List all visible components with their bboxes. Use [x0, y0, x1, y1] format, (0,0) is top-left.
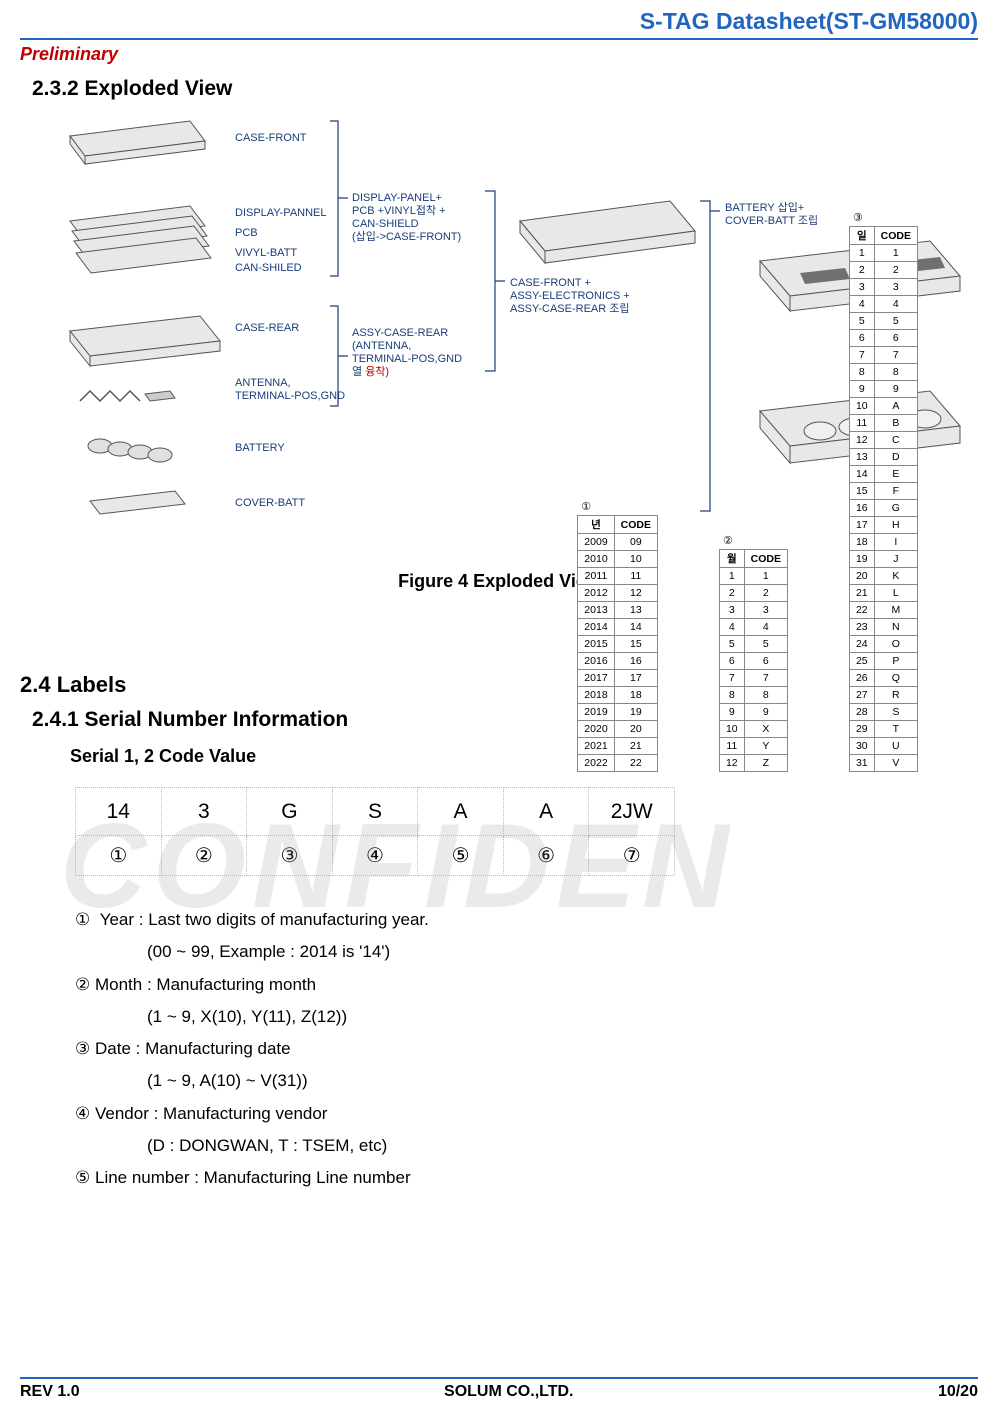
- serial-cell: ⑤: [418, 836, 504, 876]
- def-text: Vendor : Manufacturing vendor: [95, 1104, 327, 1123]
- section-24-heading: 2.4 Labels: [20, 672, 978, 698]
- serial-definitions: ① Year : Last two digits of manufacturin…: [75, 904, 978, 1195]
- def-num: ⑤: [75, 1168, 90, 1187]
- svg-text:CAN-SHIELD: CAN-SHIELD: [352, 218, 419, 230]
- svg-text:CASE-FRONT +: CASE-FRONT +: [510, 277, 591, 289]
- svg-text:CAN-SHILED: CAN-SHILED: [235, 262, 302, 274]
- serial-cell: ⑦: [589, 836, 675, 876]
- serial-cell: ⑥: [503, 836, 589, 876]
- serial-cell: A: [418, 788, 504, 836]
- svg-text:ANTENNA,: ANTENNA,: [235, 377, 291, 389]
- table-marker: ②: [719, 534, 733, 547]
- svg-text:(ANTENNA,: (ANTENNA,: [352, 340, 411, 352]
- table-marker: ①: [577, 500, 591, 513]
- svg-text:PCB: PCB: [235, 227, 258, 239]
- serial-cell: 3: [161, 788, 247, 836]
- svg-text:DISPLAY-PANEL+: DISPLAY-PANEL+: [352, 192, 442, 204]
- section-232-heading: 2.3.2 Exploded View: [32, 77, 978, 101]
- svg-text:DISPLAY-PANNEL: DISPLAY-PANNEL: [235, 207, 327, 219]
- svg-text:열 융착): 열 융착): [352, 365, 389, 378]
- footer-page: 10/20: [938, 1383, 978, 1401]
- def-sub: (1 ~ 9, X(10), Y(11), Z(12)): [147, 1001, 978, 1033]
- serial-cell: ②: [161, 836, 247, 876]
- serial-cell: S: [332, 788, 418, 836]
- serial-cell: G: [247, 788, 333, 836]
- footer-rev: REV 1.0: [20, 1383, 80, 1401]
- serial-code-table: 14 3 G S A A 2JW ① ② ③ ④ ⑤ ⑥ ⑦: [75, 787, 675, 876]
- svg-text:ASSY-CASE-REAR 조립: ASSY-CASE-REAR 조립: [510, 302, 629, 315]
- serial-cell: 2JW: [589, 788, 675, 836]
- svg-text:CASE-REAR: CASE-REAR: [235, 322, 299, 334]
- svg-text:BATTERY: BATTERY: [235, 442, 285, 454]
- figure-caption: Figure 4 Exploded View: [20, 571, 978, 592]
- month-code-table: 월CODE11223344556677889910X11Y12Z: [719, 549, 788, 772]
- serial-cell: ③: [247, 836, 333, 876]
- def-text: Date : Manufacturing date: [95, 1039, 291, 1058]
- section-241-heading: 2.4.1 Serial Number Information: [32, 708, 978, 732]
- def-num: ①: [75, 910, 90, 929]
- svg-text:TERMINAL-POS,GND: TERMINAL-POS,GND: [352, 353, 462, 365]
- def-text: Month : Manufacturing month: [95, 975, 316, 994]
- svg-text:COVER-BATT 조립: COVER-BATT 조립: [725, 214, 818, 227]
- preliminary-label: Preliminary: [20, 44, 978, 65]
- def-sub: (00 ~ 99, Example : 2014 is '14'): [147, 936, 978, 968]
- svg-text:ASSY-ELECTRONICS +: ASSY-ELECTRONICS +: [510, 290, 630, 302]
- def-sub: (1 ~ 9, A(10) ~ V(31)): [147, 1065, 978, 1097]
- serial-cell: ①: [76, 836, 162, 876]
- serial-cell: ④: [332, 836, 418, 876]
- svg-text:ASSY-CASE-REAR: ASSY-CASE-REAR: [352, 327, 448, 339]
- header-rule: [20, 38, 978, 40]
- def-text: Year : Last two digits of manufacturing …: [100, 910, 429, 929]
- table-marker: ③: [849, 211, 863, 224]
- page-footer: REV 1.0 SOLUM CO.,LTD. 10/20: [20, 1377, 978, 1401]
- footer-company: SOLUM CO.,LTD.: [444, 1383, 573, 1401]
- def-num: ③: [75, 1039, 90, 1058]
- svg-text:(삽입->CASE-FRONT): (삽입->CASE-FRONT): [352, 230, 461, 243]
- document-title: S-TAG Datasheet(ST-GM58000): [20, 8, 978, 35]
- svg-text:BATTERY 삽입+: BATTERY 삽입+: [725, 201, 804, 214]
- def-num: ②: [75, 975, 90, 994]
- date-code-table: 일CODE11223344556677889910A11B12C13D14E15…: [849, 226, 918, 772]
- svg-text:VIVYL-BATT: VIVYL-BATT: [235, 247, 297, 259]
- svg-text:PCB +VINYL접착 +: PCB +VINYL접착 +: [352, 204, 446, 217]
- def-num: ④: [75, 1104, 90, 1123]
- def-text: Line number : Manufacturing Line number: [95, 1168, 411, 1187]
- svg-text:COVER-BATT: COVER-BATT: [235, 497, 305, 509]
- year-code-table: 년CODE20090920101020111120121220131320141…: [577, 515, 658, 772]
- serial-cell: 14: [76, 788, 162, 836]
- svg-text:TERMINAL-POS,GND: TERMINAL-POS,GND: [235, 390, 345, 402]
- footer-rule: [20, 1377, 978, 1379]
- def-sub: (D : DONGWAN, T : TSEM, etc): [147, 1130, 978, 1162]
- serial-code-subheading: Serial 1, 2 Code Value: [70, 746, 978, 767]
- part-label-case-front: CASE-FRONT: [235, 132, 307, 144]
- serial-cell: A: [503, 788, 589, 836]
